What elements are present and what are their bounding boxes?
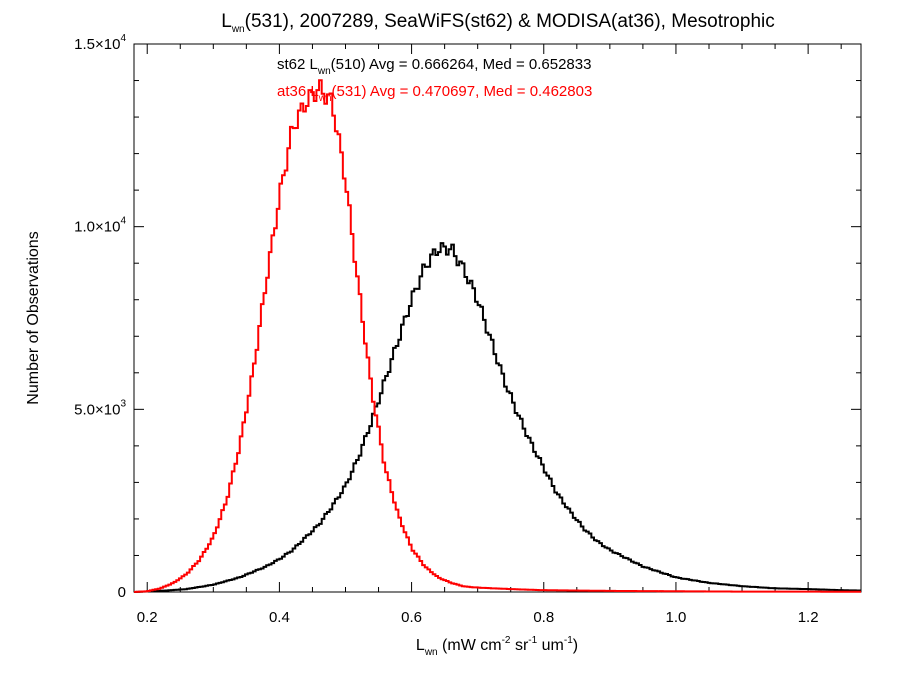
xlabel-pre: L <box>416 637 425 654</box>
series-line-0 <box>134 242 861 593</box>
y-tick-label-2: 1.0×104 <box>74 216 126 236</box>
xlabel-sup-b: -1 <box>528 635 537 646</box>
xlabel-unit-c: um <box>537 637 564 654</box>
chart-title: Lwn(531), 2007289, SeaWiFS(st62) & MODIS… <box>221 11 774 35</box>
annotation-st62-sub: wn <box>317 66 331 77</box>
plot-frame <box>133 43 862 593</box>
xlabel-sup-c: -1 <box>564 635 573 646</box>
series-line-1 <box>134 79 861 593</box>
xlabel-sup-a: -2 <box>502 635 511 646</box>
y-axis-label: Number of Observations <box>25 231 42 404</box>
x-tick-label-1: 0.4 <box>269 609 290 626</box>
annotation-at36-pre: at36 L <box>277 83 319 100</box>
xlabel-unit-a: (mW cm <box>438 637 502 654</box>
annotation-at36: at36 Lwn(531) Avg = 0.470697, Med = 0.46… <box>277 83 592 104</box>
x-axis-label: Lwn (mW cm-2 sr-1 um-1) <box>416 635 578 658</box>
xlabel-unit-b: sr <box>511 637 529 654</box>
y-tick-label-0: 0 <box>118 584 126 601</box>
title-post: (531), 2007289, SeaWiFS(st62) & MODISA(a… <box>245 11 775 32</box>
y-tick-label-1: 5.0×103 <box>74 398 126 418</box>
x-tick-label-4: 1.0 <box>666 609 687 626</box>
xlabel-sub: wn <box>424 647 438 658</box>
annotation-st62: st62 Lwn(510) Avg = 0.666264, Med = 0.65… <box>277 56 591 77</box>
xlabel-unit-d: ) <box>573 637 578 654</box>
y-axis-ticks: 0 5.0×103 1.0×104 1.5×104 <box>74 33 861 601</box>
x-tick-label-5: 1.2 <box>798 609 819 626</box>
annotation-at36-post: (531) Avg = 0.470697, Med = 0.462803 <box>332 83 593 100</box>
title-pre: L <box>221 11 232 32</box>
y-tick-label-3: 1.5×104 <box>74 33 126 53</box>
x-tick-label-2: 0.6 <box>401 609 422 626</box>
annotation-st62-pre: st62 L <box>277 56 318 73</box>
x-tick-label-3: 0.8 <box>533 609 554 626</box>
x-tick-label-0: 0.2 <box>137 609 158 626</box>
annotation-at36-sub: wn <box>318 93 332 104</box>
title-sub: wn <box>231 24 245 35</box>
x-axis-ticks: 0.2 0.4 0.6 0.8 1.0 1.2 <box>137 44 842 626</box>
annotation-st62-post: (510) Avg = 0.666264, Med = 0.652833 <box>331 56 592 73</box>
series-layer <box>134 79 861 593</box>
